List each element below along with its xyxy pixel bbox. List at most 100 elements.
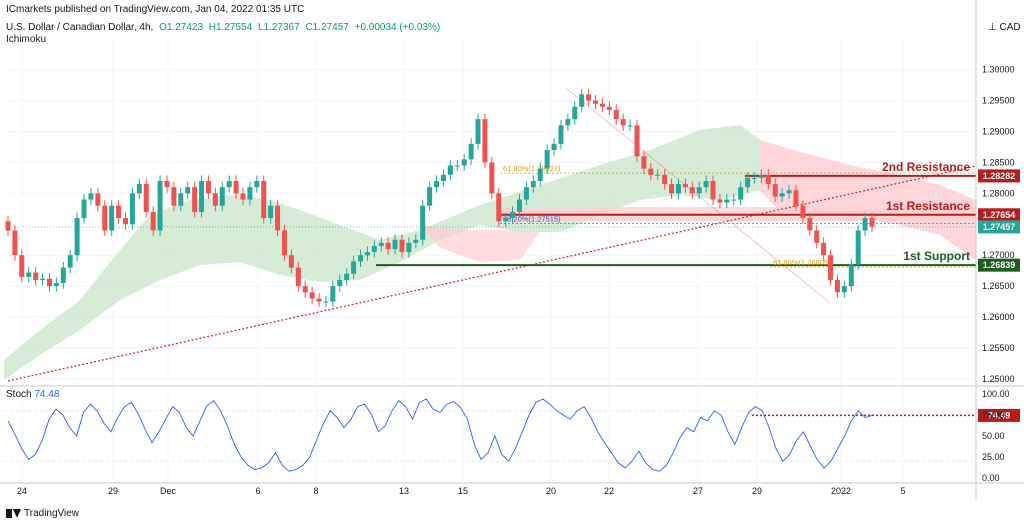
candle-body [828,255,834,280]
candle-body [46,278,52,287]
x-tick-label: 13 [399,486,409,496]
candle-body [226,180,232,188]
candle-body [358,255,364,262]
fib-label: 38.20%(1.27515) [503,214,561,223]
candle-body [171,187,177,206]
candle-body [454,165,460,167]
candle-body [779,193,785,197]
candle-body [565,119,571,126]
x-tick-label: 29 [108,486,118,496]
y-tick-label: 1.26000 [982,312,1015,322]
candle-body [627,125,633,127]
candle-body [74,218,80,256]
candle-body [855,230,861,265]
candle-body [655,174,661,176]
cloud-green [4,125,760,380]
candle-body [447,165,453,175]
candle-body [544,150,550,169]
candle-body [468,143,474,160]
ohlc-low: L1.27367 [257,22,300,33]
candle-body [33,272,39,280]
candle-body [385,242,391,250]
candle-body [261,180,267,219]
stoch-line-path [7,398,873,472]
candle-body [364,252,370,256]
candle-body [669,184,675,194]
candle-body [641,156,647,169]
candle-body [150,211,156,231]
candle-body [302,286,308,293]
candle-body [371,245,377,253]
candle-body [60,267,66,284]
candle-body [309,292,315,299]
level-price-tag [978,258,1020,272]
candle-body [814,230,820,243]
fib-label: 61.80%(1.28327) [503,164,561,173]
cloud-red-small [420,225,540,262]
y-tick-label: 1.30000 [982,65,1015,75]
candle-body [475,119,481,144]
candle-body [510,211,516,219]
candle-body [489,162,495,194]
published-note: ICmarkets published on TradingView.com, … [6,4,305,15]
level-label: 1st Support [903,249,970,263]
cloud-red [760,140,976,260]
axes: 1.30000 1.29500 1.29000 1.28500 1.28000 1.270… [0,0,1024,500]
candle-body [95,193,101,206]
stoch-tick-label: 0.00 [982,473,1000,483]
candle-body [572,106,578,120]
level-price-tag-text: 1.28282 [983,171,1016,181]
stoch-label: Stoch 74.48 [6,389,60,400]
y-tick-label: 1.25000 [982,374,1015,384]
candle-body [634,125,640,157]
y-tick-label: 1.25500 [982,343,1015,353]
candle-body [323,301,329,303]
y-tick-label: 1.29000 [982,127,1015,137]
x-tick-label: 27 [693,486,703,496]
fib-label: 61.80%(1.26809) [773,258,831,267]
candle-body [129,193,135,225]
candle-body [185,187,191,194]
ohlc-change: +0.00034 (+0.03%) [354,22,441,33]
candle-body [503,218,509,222]
candle-body [841,286,847,293]
x-tick-label: 24 [17,486,27,496]
x-tick-label: Dec [160,486,177,496]
candle-body [123,218,129,225]
candle-body [862,218,868,231]
stoch-line: 74.49 [7,398,1020,472]
candle-body [558,125,564,144]
candle-body [53,283,59,287]
candle-body [351,261,357,274]
candle-body [233,180,239,194]
candle-body [738,187,744,200]
candle-body [599,103,605,107]
level-label: 2nd Resistance [882,160,970,174]
candle-body [496,193,502,222]
candle-body [717,199,723,203]
candle-body [427,187,433,206]
candle-body [199,180,205,212]
candle-body [793,190,799,206]
candle-body [247,187,253,200]
candle-body [337,279,343,287]
candle-body [378,242,384,246]
candle-body [461,159,467,166]
candle-body [772,184,778,197]
candle-body [807,218,813,231]
candle-body [157,180,163,231]
level-price-tag [978,208,1020,222]
candle-body [786,190,792,194]
candle-body [440,174,446,181]
candle-body [12,230,18,256]
candle-body [205,180,211,194]
candle-body [219,187,225,206]
candle-body [413,239,419,243]
y-tick-label: 1.28000 [982,188,1015,198]
candle-body [136,184,142,194]
ohlc-high: H1.27554 [208,22,253,33]
y-tick-label: 1.29500 [982,96,1015,106]
symbol-line: U.S. Dollar / Canadian Dollar, 4h, O1.27… [6,22,443,33]
candle-body [745,177,751,188]
